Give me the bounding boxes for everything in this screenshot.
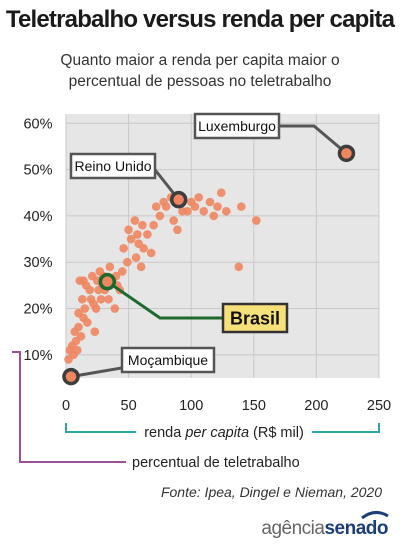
- x-tick-label: 0: [62, 398, 70, 414]
- data-point: [169, 216, 178, 225]
- y-tick-label: 50%: [23, 163, 52, 179]
- data-point: [124, 225, 133, 235]
- data-point: [173, 225, 182, 235]
- x-axis-label-italic: per capita: [184, 425, 249, 441]
- data-point: [139, 244, 148, 253]
- x-tick-label: 50: [121, 398, 137, 414]
- callout-box: [120, 346, 216, 374]
- data-point: [199, 206, 209, 216]
- data-point: [105, 262, 115, 272]
- highlight-marker: [98, 272, 117, 291]
- data-point: [91, 304, 101, 313]
- data-point: [149, 220, 158, 230]
- callout-leader: [280, 124, 348, 155]
- x-tick-label: 250: [367, 398, 391, 414]
- callout-label: Luxemburgo: [198, 118, 276, 134]
- data-point: [72, 345, 82, 355]
- data-point: [119, 244, 128, 253]
- highlight-callouts: Luxemburgo Reino Unido Moçambique Brasil: [62, 112, 356, 386]
- data-point: [194, 193, 204, 202]
- data-point: [80, 304, 90, 313]
- y-tick-label: 10%: [23, 348, 52, 364]
- logo-text-senado: senado: [324, 511, 389, 539]
- chart-subtitle: Quanto maior a renda per capita maior o …: [60, 52, 340, 90]
- callout-label: Reino Unido: [74, 158, 151, 174]
- y-tick-labels: 10% 20% 30% 40% 50% 60%: [23, 116, 52, 364]
- x-tick-label: 150: [242, 398, 266, 414]
- data-point: [143, 230, 152, 239]
- data-point: [234, 262, 244, 272]
- callout-label: Moçambique: [128, 352, 208, 368]
- data-point: [133, 230, 142, 239]
- x-axis-label-part3: (R$ mil): [249, 425, 304, 441]
- y-tick-label: 40%: [23, 209, 52, 225]
- x-tick-labels: 0 50 100 150 200 250: [62, 398, 391, 414]
- data-point: [213, 202, 222, 211]
- data-point: [190, 202, 200, 211]
- logo-text-senado-label: senado: [324, 518, 388, 539]
- x-label-guide-left: [65, 423, 136, 433]
- axis-label-guides: [12, 351, 380, 463]
- y-tick-label: 60%: [23, 116, 52, 132]
- x-axis-label-part1: renda: [144, 425, 185, 441]
- data-point: [183, 206, 192, 216]
- chart-title: Teletrabalho versus renda per capita: [5, 6, 395, 33]
- data-point: [216, 188, 226, 198]
- data-point: [209, 211, 219, 221]
- data-point: [123, 257, 132, 267]
- data-point: [130, 216, 140, 225]
- data-point: [146, 248, 156, 258]
- data-point: [236, 202, 246, 211]
- highlight-marker: [169, 190, 188, 209]
- data-point: [155, 211, 165, 221]
- x-tick-label: 100: [179, 398, 203, 414]
- agencia-senado-logo: agênciasenado: [261, 511, 389, 544]
- data-point: [126, 234, 136, 244]
- highlight-marker: [62, 367, 80, 386]
- callout-box: [221, 302, 289, 334]
- data-point: [110, 304, 120, 313]
- data-point: [118, 267, 127, 276]
- data-point: [161, 202, 171, 211]
- scatter-chart: 10% 20% 30% 40% 50% 60% 0 50 100 150 200 250 Luxem…: [12, 112, 391, 471]
- data-point: [74, 322, 83, 332]
- y-label-guide: [12, 351, 126, 463]
- logo-text-agencia: agência: [261, 518, 325, 539]
- data-point: [136, 262, 146, 272]
- data-point: [104, 294, 113, 304]
- data-point: [131, 253, 141, 262]
- y-axis-label: percentual de teletrabalho: [132, 455, 300, 471]
- x-tick-label: 200: [304, 398, 328, 414]
- y-tick-label: 20%: [23, 302, 52, 318]
- data-point: [85, 285, 95, 295]
- callout-box: [193, 112, 281, 140]
- data-point: [96, 294, 106, 304]
- source-note: Fonte: Ipea, Dingel e Nieman, 2020: [160, 484, 382, 500]
- data-point: [76, 332, 86, 341]
- data-point: [151, 202, 161, 211]
- data-point: [82, 318, 92, 327]
- x-label-guide-right: [312, 423, 380, 433]
- data-point: [138, 220, 147, 230]
- callout-label: Brasil: [230, 308, 280, 328]
- highlight-marker: [337, 144, 356, 163]
- y-tick-label: 30%: [23, 255, 52, 271]
- data-point: [205, 197, 215, 207]
- data-point: [77, 294, 87, 304]
- data-point: [90, 327, 100, 336]
- data-point: [221, 206, 231, 216]
- callout-leader: [106, 280, 224, 320]
- data-point: [252, 216, 261, 225]
- callout-box: [69, 152, 157, 180]
- logo-swoosh-icon: [361, 511, 389, 520]
- x-axis-label: renda per capita (R$ mil): [144, 425, 304, 441]
